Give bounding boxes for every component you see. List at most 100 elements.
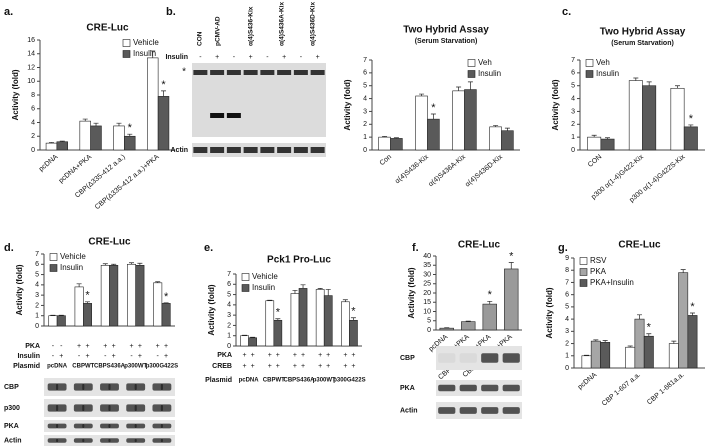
blot-band [152, 383, 163, 391]
lane-label: α(4)S436A-Kix [279, 2, 286, 46]
error-bar [584, 354, 590, 356]
x-tick-label: pcDNA [239, 378, 260, 384]
error-bar [76, 283, 82, 287]
blot-band [502, 353, 520, 363]
bar [298, 288, 308, 347]
error-bar [508, 262, 514, 269]
row-label: PKA [217, 352, 232, 359]
bar [643, 335, 654, 369]
error-bar [84, 301, 90, 304]
condition-mark: + [215, 54, 219, 61]
chart-title: Pck1 Pro-Luc [267, 255, 331, 266]
blot-band [226, 113, 241, 118]
blot-strip [436, 402, 522, 419]
y-tick-label: 7 [35, 251, 39, 258]
blot-band [126, 438, 137, 443]
y-axis-label: Activity (fold) [343, 79, 352, 130]
blot-band [293, 70, 308, 75]
legend-swatch [122, 50, 131, 58]
legend-label: Veh [478, 58, 492, 67]
legend-label: PKA+Insulin [590, 278, 634, 287]
panel-label: f. [412, 242, 419, 254]
bar [625, 346, 636, 369]
legend-swatch [467, 70, 476, 78]
error-bar [300, 284, 306, 289]
error-bar [382, 136, 388, 138]
blot-band [210, 113, 225, 118]
significance-mark: * [164, 291, 169, 303]
y-tick-label: 1 [571, 134, 575, 141]
blot-band [82, 438, 93, 443]
y-tick-label: 3 [35, 292, 39, 299]
y-tick-label: 20 [423, 290, 431, 297]
y-tick-label: 25 [423, 281, 431, 288]
error-bar [504, 127, 510, 131]
blot-band [210, 70, 225, 75]
error-bar [637, 314, 642, 320]
bar [461, 321, 476, 331]
y-tick-label: 7 [227, 271, 231, 278]
legend-swatch [585, 59, 594, 67]
error-bar [150, 50, 156, 58]
y-tick-label: 3 [571, 108, 575, 115]
condition-mark: - [157, 353, 160, 360]
y-tick-label: 4 [35, 282, 39, 289]
blot-band [277, 147, 292, 153]
y-tick-label: 7 [363, 57, 367, 64]
bar [415, 95, 428, 151]
blot-band [73, 404, 85, 412]
legend-swatch [122, 39, 131, 47]
bar [273, 319, 283, 347]
error-bar [680, 269, 686, 273]
error-bar [317, 288, 323, 290]
significance-mark: * [647, 322, 652, 334]
blot-label: p300 [4, 405, 20, 412]
x-tick-label: α(4)S436D-Kix [464, 153, 504, 188]
legend-label: PKA [590, 267, 607, 276]
x-tick-label: Con [379, 154, 393, 168]
condition-mark: + [251, 352, 255, 359]
error-bar [325, 289, 331, 296]
condition-mark: - [199, 54, 202, 61]
blot-band [152, 404, 163, 412]
y-axis-label: Activity (fold) [407, 267, 416, 318]
error-bar [59, 140, 65, 142]
blot-band [82, 383, 93, 391]
bar [56, 315, 66, 327]
x-tick-label: p300G422S [146, 364, 178, 370]
y-tick-label: 0 [363, 147, 367, 154]
legend-swatch [579, 279, 588, 287]
panel-label: g. [558, 242, 568, 254]
blot-band [226, 147, 241, 153]
y-tick-label: 5 [427, 318, 431, 325]
condition-mark: + [243, 352, 247, 359]
bar [390, 138, 403, 151]
blot-label: CBP [400, 355, 415, 362]
legend-swatch [579, 268, 588, 276]
y-tick-label: 5 [35, 271, 39, 278]
error-bar [465, 320, 471, 322]
y-tick-label: 3 [227, 312, 231, 319]
bar [687, 315, 698, 369]
blot-band [310, 70, 325, 75]
bar [135, 265, 145, 327]
bar [349, 319, 358, 347]
blot-band [438, 384, 456, 392]
blot-label: Actin [171, 147, 189, 154]
blot-band [152, 438, 163, 443]
bar [489, 126, 502, 151]
blot-band [160, 423, 172, 429]
bar [290, 293, 300, 347]
y-axis-label: Activity (fold) [545, 287, 554, 338]
error-bar [605, 137, 610, 140]
blot-band [56, 438, 67, 443]
error-bar [137, 262, 143, 266]
condition-mark: + [343, 352, 347, 359]
blot-band [126, 404, 137, 412]
bar [109, 265, 119, 327]
lane-label: α(4)S436D-Kix [310, 2, 317, 46]
error-bar [48, 142, 54, 144]
bar [452, 90, 465, 151]
blot-band [293, 147, 308, 153]
condition-mark: + [318, 352, 322, 359]
